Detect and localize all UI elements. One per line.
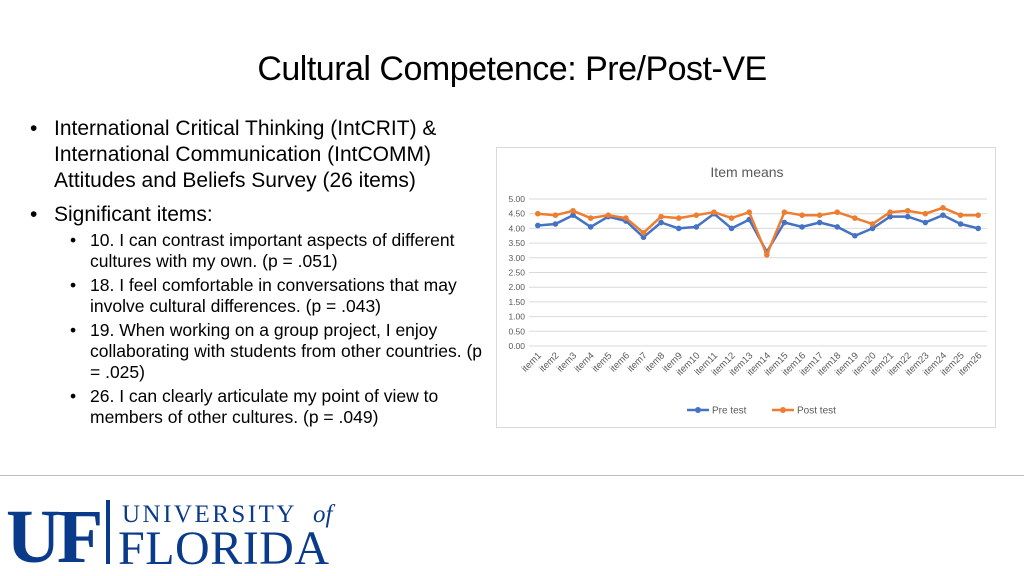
data-point <box>869 225 876 232</box>
data-point <box>587 215 594 221</box>
bullet-list: International Critical Thinking (IntCRIT… <box>30 116 490 436</box>
data-point <box>852 232 858 239</box>
data-point <box>922 210 929 217</box>
logo-divider-bar <box>106 500 110 564</box>
item-means-chart: Item means 0.00 0.50 1.00 1.50 2.00 2.50 3.00 3.… <box>496 147 996 428</box>
data-point <box>570 207 576 214</box>
legend-label: Pre test <box>712 406 747 417</box>
data-point <box>658 219 664 226</box>
data-point <box>781 219 788 226</box>
y-tick-label: 3.50 <box>508 238 525 248</box>
legend-marker <box>780 407 786 413</box>
sub-bullet-item-18: 18. I feel comfortable in conversations … <box>52 275 490 317</box>
data-point <box>552 221 559 227</box>
data-point <box>975 212 981 218</box>
data-point <box>940 205 946 211</box>
sub-bullet-item-19: 19. When working on a group project, I e… <box>52 320 490 383</box>
bullet-significant-label: Significant items: <box>54 203 213 226</box>
sub-bullet-item-26: 26. I can clearly articulate my point of… <box>52 386 490 428</box>
legend-marker <box>695 407 701 413</box>
data-point <box>816 212 823 218</box>
data-point <box>957 221 964 227</box>
y-tick-label: 1.50 <box>508 297 525 307</box>
data-point <box>887 213 893 220</box>
data-point <box>675 225 682 232</box>
data-point <box>834 224 841 230</box>
chart-svg: Item means 0.00 0.50 1.00 1.50 2.00 2.50 3.00 3.… <box>508 164 987 417</box>
bullet-significant-items: Significant items: 10. I can contrast im… <box>30 202 490 428</box>
data-point <box>658 213 664 220</box>
data-point <box>728 225 735 232</box>
series-line <box>537 206 979 257</box>
data-point <box>922 219 929 226</box>
data-point <box>587 224 594 230</box>
data-point <box>799 224 805 230</box>
data-point <box>728 215 735 221</box>
y-tick-label: 4.50 <box>508 209 525 219</box>
footer-divider <box>0 475 1024 476</box>
y-tick-label: 3.00 <box>508 253 525 263</box>
sub-bullet-list: 10. I can contrast important aspects of … <box>54 230 490 428</box>
data-point <box>693 212 700 218</box>
data-point <box>852 215 858 221</box>
logo-mark-uf: UF <box>6 495 100 568</box>
data-point <box>693 224 700 230</box>
data-point <box>675 215 682 221</box>
data-point <box>799 212 805 218</box>
data-point <box>781 209 788 216</box>
chart-title: Item means <box>710 164 783 180</box>
logo-university-text: UNIVERSITY <box>122 501 297 528</box>
y-tick-label: 1.00 <box>508 312 525 322</box>
data-point <box>640 234 647 241</box>
data-point <box>887 209 893 216</box>
data-point <box>957 212 964 218</box>
sub-bullet-item-10: 10. I can contrast important aspects of … <box>52 230 490 272</box>
data-point <box>552 212 559 218</box>
data-point <box>940 212 946 218</box>
data-point <box>904 213 911 220</box>
data-point <box>535 222 541 229</box>
data-point <box>570 212 576 218</box>
data-point <box>869 221 876 227</box>
logo-of-text: of <box>313 501 336 528</box>
data-point <box>904 207 911 214</box>
slide-title: Cultural Competence: Pre/Post-VE <box>257 50 767 88</box>
data-point <box>535 210 541 217</box>
legend-label: Post test <box>797 406 836 417</box>
bullet-survey: International Critical Thinking (IntCRIT… <box>30 116 490 194</box>
data-point <box>816 219 823 226</box>
y-tick-label: 2.00 <box>508 282 525 292</box>
data-point <box>746 209 752 216</box>
data-point <box>975 225 981 232</box>
y-tick-label: 0.00 <box>508 341 525 351</box>
university-logo: UF UNIVERSITY of FLORIDA <box>6 495 336 568</box>
y-tick-label: 0.50 <box>508 326 525 336</box>
data-point <box>640 230 647 236</box>
logo-florida-text: FLORIDA <box>118 522 330 568</box>
data-point <box>764 252 770 258</box>
data-point <box>605 212 612 218</box>
y-tick-label: 5.00 <box>508 194 525 204</box>
y-tick-label: 4.00 <box>508 223 525 233</box>
data-point <box>834 209 841 216</box>
data-point <box>623 215 629 221</box>
data-point <box>711 209 717 216</box>
y-tick-label: 2.50 <box>508 268 525 278</box>
